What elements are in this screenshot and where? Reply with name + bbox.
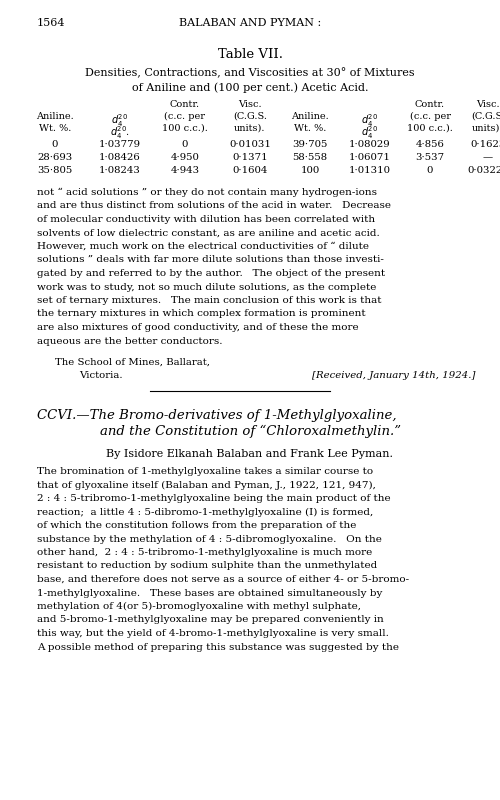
Text: 0·03226: 0·03226 [467,166,500,175]
Text: The bromination of 1-methylglyoxaline takes a similar course to: The bromination of 1-methylglyoxaline ta… [37,467,373,476]
Text: 1-methylglyoxaline.   These bases are obtained simultaneously by: 1-methylglyoxaline. These bases are obta… [37,589,383,598]
Text: Contr.: Contr. [415,100,445,109]
Text: solvents of low dielectric constant, as are aniline and acetic acid.: solvents of low dielectric constant, as … [37,229,380,238]
Text: [Received, January 14th, 1924.]: [Received, January 14th, 1924.] [312,371,475,380]
Text: 4·943: 4·943 [170,166,200,175]
Text: However, much work on the electrical conductivities of “ dilute: However, much work on the electrical con… [37,242,369,251]
Text: of which the constitution follows from the preparation of the: of which the constitution follows from t… [37,521,356,530]
Text: gated by and referred to by the author.   The object of the present: gated by and referred to by the author. … [37,269,385,278]
Text: —: — [483,153,493,162]
Text: reaction;  a little 4 : 5-dibromo-1-methylglyoxaline (I) is formed,: reaction; a little 4 : 5-dibromo-1-methy… [37,507,373,517]
Text: set of ternary mixtures.   The main conclusion of this work is that: set of ternary mixtures. The main conclu… [37,296,382,305]
Text: substance by the methylation of 4 : 5-dibromoglyoxaline.   On the: substance by the methylation of 4 : 5-di… [37,534,382,543]
Text: of molecular conductivity with dilution has been correlated with: of molecular conductivity with dilution … [37,215,375,224]
Text: A possible method of preparing this substance was suggested by the: A possible method of preparing this subs… [37,642,399,651]
Text: 0·01031: 0·01031 [229,140,271,149]
Text: 0·1623: 0·1623 [470,140,500,149]
Text: 1564: 1564 [37,18,66,28]
Text: Contr.: Contr. [170,100,200,109]
Text: the ternary mixtures in which complex formation is prominent: the ternary mixtures in which complex fo… [37,310,366,318]
Text: (C.G.S.: (C.G.S. [471,112,500,121]
Text: this way, but the yield of 4-bromo-1-methylglyoxaline is very small.: this way, but the yield of 4-bromo-1-met… [37,629,389,638]
Text: 1·01310: 1·01310 [349,166,391,175]
Text: Visc.: Visc. [476,100,500,109]
Text: Aniline.: Aniline. [291,112,329,121]
Text: not “ acid solutions ” or they do not contain many hydrogen-ions: not “ acid solutions ” or they do not co… [37,188,377,198]
Text: aqueous are the better conductors.: aqueous are the better conductors. [37,337,222,346]
Text: BALABAN AND PYMAN :: BALABAN AND PYMAN : [179,18,321,28]
Text: Wt. %.: Wt. %. [294,124,326,133]
Text: base, and therefore does not serve as a source of either 4- or 5-bromo-: base, and therefore does not serve as a … [37,575,409,584]
Text: and the Constitution of “Chloroxalmethylin.”: and the Constitution of “Chloroxalmethyl… [100,425,401,438]
Text: 58·558: 58·558 [292,153,328,162]
Text: units).: units). [472,124,500,133]
Text: 100: 100 [300,166,320,175]
Text: 39·705: 39·705 [292,140,328,149]
Text: 4·856: 4·856 [416,140,444,149]
Text: $d_4^{20}$: $d_4^{20}$ [362,112,378,129]
Text: The School of Mines, Ballarat,: The School of Mines, Ballarat, [55,358,210,367]
Text: 4·950: 4·950 [170,153,200,162]
Text: Victoria.: Victoria. [79,371,122,380]
Text: 35·805: 35·805 [38,166,72,175]
Text: CCVI.—The Bromo-derivatives of 1-Methylglyoxaline,: CCVI.—The Bromo-derivatives of 1-Methylg… [37,409,397,422]
Text: 0·1604: 0·1604 [232,166,268,175]
Text: 0: 0 [182,140,188,149]
Text: 1·08426: 1·08426 [99,153,141,162]
Text: and are thus distinct from solutions of the acid in water.   Decrease: and are thus distinct from solutions of … [37,202,391,210]
Text: (c.c. per: (c.c. per [164,112,205,121]
Text: (c.c. per: (c.c. per [410,112,451,121]
Text: Wt. %.: Wt. %. [39,124,71,133]
Text: solutions ” deals with far more dilute solutions than those investi-: solutions ” deals with far more dilute s… [37,255,384,265]
Text: other hand,  2 : 4 : 5-tribromo-1-methylglyoxaline is much more: other hand, 2 : 4 : 5-tribromo-1-methylg… [37,548,372,557]
Text: units).: units). [234,124,266,133]
Text: 0: 0 [52,140,58,149]
Text: that of glyoxaline itself (Balaban and Pyman, J., 1922, ⁠121⁠, 947),: that of glyoxaline itself (Balaban and P… [37,481,376,490]
Text: Table VII.: Table VII. [218,48,282,61]
Text: By Isidore Elkanah Balaban and Frank Lee Pyman.: By Isidore Elkanah Balaban and Frank Lee… [106,449,394,459]
Text: 1·08029: 1·08029 [349,140,391,149]
Text: (C.G.S.: (C.G.S. [233,112,267,121]
Text: 1·03779: 1·03779 [99,140,141,149]
Text: Densities, Contractions, and Viscosities at 30° of Mixtures: Densities, Contractions, and Viscosities… [85,68,415,78]
Text: 3·537: 3·537 [416,153,444,162]
Text: 100 c.c.).: 100 c.c.). [162,124,208,133]
Text: work was to study, not so much dilute solutions, as the complete: work was to study, not so much dilute so… [37,282,376,291]
Text: 1·06071: 1·06071 [349,153,391,162]
Text: Aniline.: Aniline. [36,112,74,121]
Text: resistant to reduction by sodium sulphite than the unmethylated: resistant to reduction by sodium sulphit… [37,562,378,570]
Text: 0: 0 [427,166,433,175]
Text: 28·693: 28·693 [38,153,72,162]
Text: of Aniline and (100 per cent.) Acetic Acid.: of Aniline and (100 per cent.) Acetic Ac… [132,82,368,93]
Text: are also mixtures of good conductivity, and of these the more: are also mixtures of good conductivity, … [37,323,358,332]
Text: $d_4^{20}$: $d_4^{20}$ [112,112,128,129]
Text: Visc.: Visc. [238,100,262,109]
Text: $d_4^{20}$.: $d_4^{20}$. [110,124,130,141]
Text: 100 c.c.).: 100 c.c.). [407,124,453,133]
Text: 2 : 4 : 5-tribromo-1-methylglyoxaline being the main product of the: 2 : 4 : 5-tribromo-1-methylglyoxaline be… [37,494,391,503]
Text: 0·1371: 0·1371 [232,153,268,162]
Text: 1·08243: 1·08243 [99,166,141,175]
Text: and 5-bromo-1-methylglyoxaline may be prepared conveniently in: and 5-bromo-1-methylglyoxaline may be pr… [37,615,384,625]
Text: $d_4^{20}$: $d_4^{20}$ [362,124,378,141]
Text: methylation of 4(or 5)-bromoglyoxaline with methyl sulphate,: methylation of 4(or 5)-bromoglyoxaline w… [37,602,361,611]
